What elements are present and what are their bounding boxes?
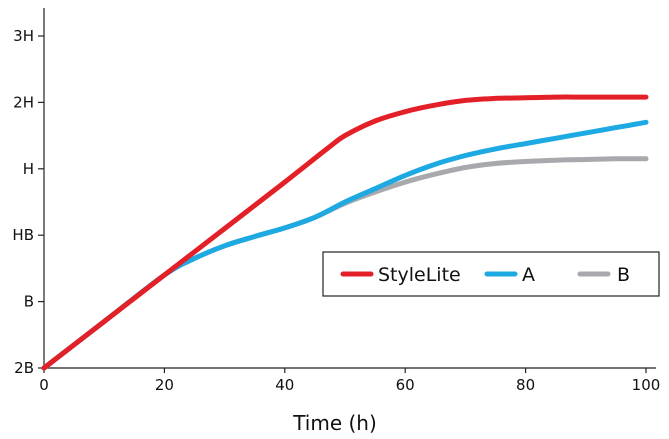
y-tick-label: HB: [12, 226, 34, 244]
legend-label-stylelite: StyleLite: [378, 264, 461, 286]
x-tick-label: 0: [39, 376, 49, 394]
y-tick-label: 3H: [13, 27, 34, 45]
legend-label-a: A: [522, 264, 535, 286]
x-tick-label: 100: [632, 376, 661, 394]
y-tick-label: H: [23, 160, 34, 178]
x-tick-label: 60: [396, 376, 415, 394]
y-tick-label: 2H: [13, 93, 34, 111]
x-tick-label: 20: [155, 376, 174, 394]
series-line-stylelite: [41, 94, 649, 371]
chart-axes: [43, 8, 656, 369]
series-line-a: [41, 119, 649, 371]
chart-legend: StyleLite A B: [322, 251, 660, 297]
x-tick-label: 80: [516, 376, 535, 394]
chart-series: [41, 94, 649, 371]
legend-label-b: B: [617, 264, 630, 286]
x-tick-label: 40: [275, 376, 294, 394]
x-axis-title: Time (h): [292, 411, 377, 435]
chart-ticks: 2B B HB H 2H 3H 0 20 40 60 80 100: [12, 27, 660, 394]
y-tick-label: B: [24, 293, 34, 311]
y-tick-label: 2B: [14, 359, 34, 377]
